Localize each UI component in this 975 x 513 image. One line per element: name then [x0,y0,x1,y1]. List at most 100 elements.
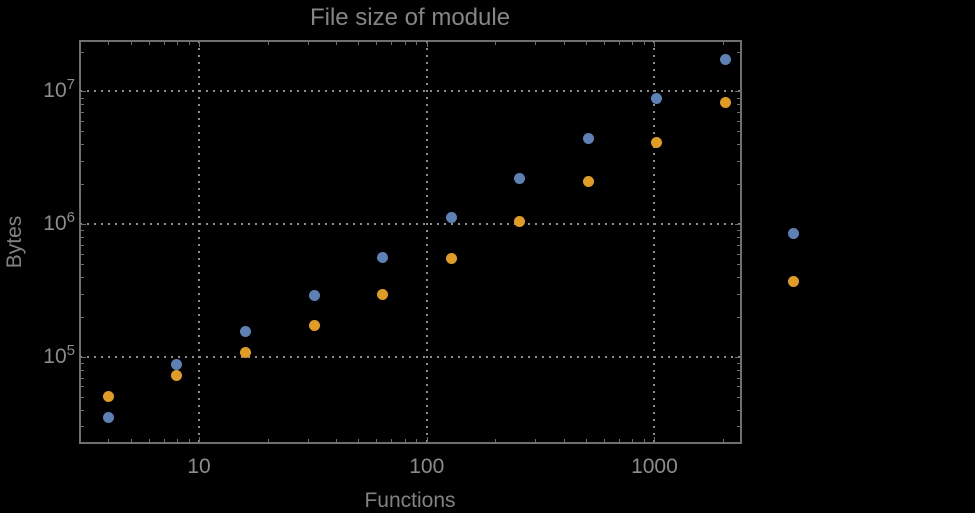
y-tick [80,409,84,411]
y-tick [737,184,741,186]
y-tick [735,91,741,93]
x-tick [199,41,201,47]
gridline-x-100 [425,41,428,443]
x-tick [391,439,393,443]
x-tick [307,41,309,45]
data-point-series-2-orange [102,391,114,403]
y-tick [80,224,86,226]
y-tick [737,377,741,379]
data-point-series-2-orange [377,288,389,300]
y-tick [80,51,84,53]
y-tick-exponent: 6 [66,209,75,227]
x-tick-label: 100 [409,455,445,478]
data-point-series-2-orange [240,347,252,359]
x-tick [603,41,605,45]
x-tick [376,41,378,45]
data-point-series-2-orange [719,97,731,109]
y-tick [737,409,741,411]
y-tick [80,237,84,239]
data-point-series-1-blue [514,173,526,185]
data-point-series-1-blue [582,133,594,145]
data-point-series-2-orange [582,175,594,187]
x-tick [188,439,190,443]
x-tick [163,439,165,443]
x-tick [416,41,418,45]
x-axis-label: Functions [364,489,456,512]
data-point-series-1-blue [102,412,114,424]
x-tick [358,439,360,443]
y-tick [80,112,84,114]
y-tick [80,144,84,146]
x-tick [563,439,565,443]
y-tick-label: 107 [43,76,75,103]
y-tick [80,253,84,255]
x-tick-label: 10 [187,455,211,478]
data-point-series-1-blue [788,228,800,240]
x-tick [426,437,428,443]
data-point-series-1-blue [651,93,663,105]
x-tick [722,41,724,45]
x-tick [654,41,656,47]
x-tick [495,439,497,443]
y-tick [737,104,741,106]
y-tick [737,244,741,246]
y-tick-label: 106 [43,209,75,236]
y-tick [737,363,741,365]
y-tick [80,184,84,186]
y-tick [737,97,741,99]
y-tick [737,253,741,255]
x-tick [644,439,645,443]
data-point-series-2-orange [445,253,457,265]
x-tick [603,439,605,443]
y-tick [735,356,741,358]
y-tick [80,369,84,371]
y-tick [80,131,84,133]
y-tick [80,104,84,106]
y-tick [80,293,84,295]
x-tick [376,439,378,443]
y-tick [737,144,741,146]
x-tick [535,41,537,45]
data-point-series-1-blue [171,358,183,370]
y-tick-label: 105 [43,341,75,368]
x-tick [267,41,269,45]
gridline-y-1e7 [80,90,741,93]
y-tick [80,386,84,388]
x-tick [632,439,634,443]
x-tick [336,439,338,443]
gridline-x-1000 [653,41,656,443]
x-tick [619,41,621,45]
data-point-series-1-blue [377,251,389,263]
y-tick [80,426,84,428]
y-axis-label: Bytes [3,215,26,269]
x-tick [585,41,587,45]
y-tick [80,97,84,99]
x-tick [336,41,338,45]
y-tick [80,120,84,122]
y-tick [737,131,741,133]
x-tick [722,439,724,443]
data-point-series-1-blue [719,54,731,66]
data-point-series-2-orange [514,215,526,227]
x-tick [108,439,110,443]
data-point-series-1-blue [308,290,320,302]
y-tick [737,264,741,266]
x-tick [426,41,428,47]
y-tick-exponent: 7 [66,76,75,94]
data-point-series-2-orange [788,276,800,288]
x-tick [176,41,178,45]
y-tick [735,224,741,226]
y-tick [737,426,741,428]
y-tick [737,396,741,398]
data-point-series-2-orange [651,137,663,149]
x-tick [585,439,587,443]
x-tick [654,437,656,443]
y-tick [737,112,741,114]
x-tick-label: 1000 [631,455,678,478]
gridline-y-1e5 [80,355,741,358]
x-tick [404,439,406,443]
x-tick [267,439,269,443]
chart-title: File size of module [309,4,511,31]
x-tick [307,439,309,443]
